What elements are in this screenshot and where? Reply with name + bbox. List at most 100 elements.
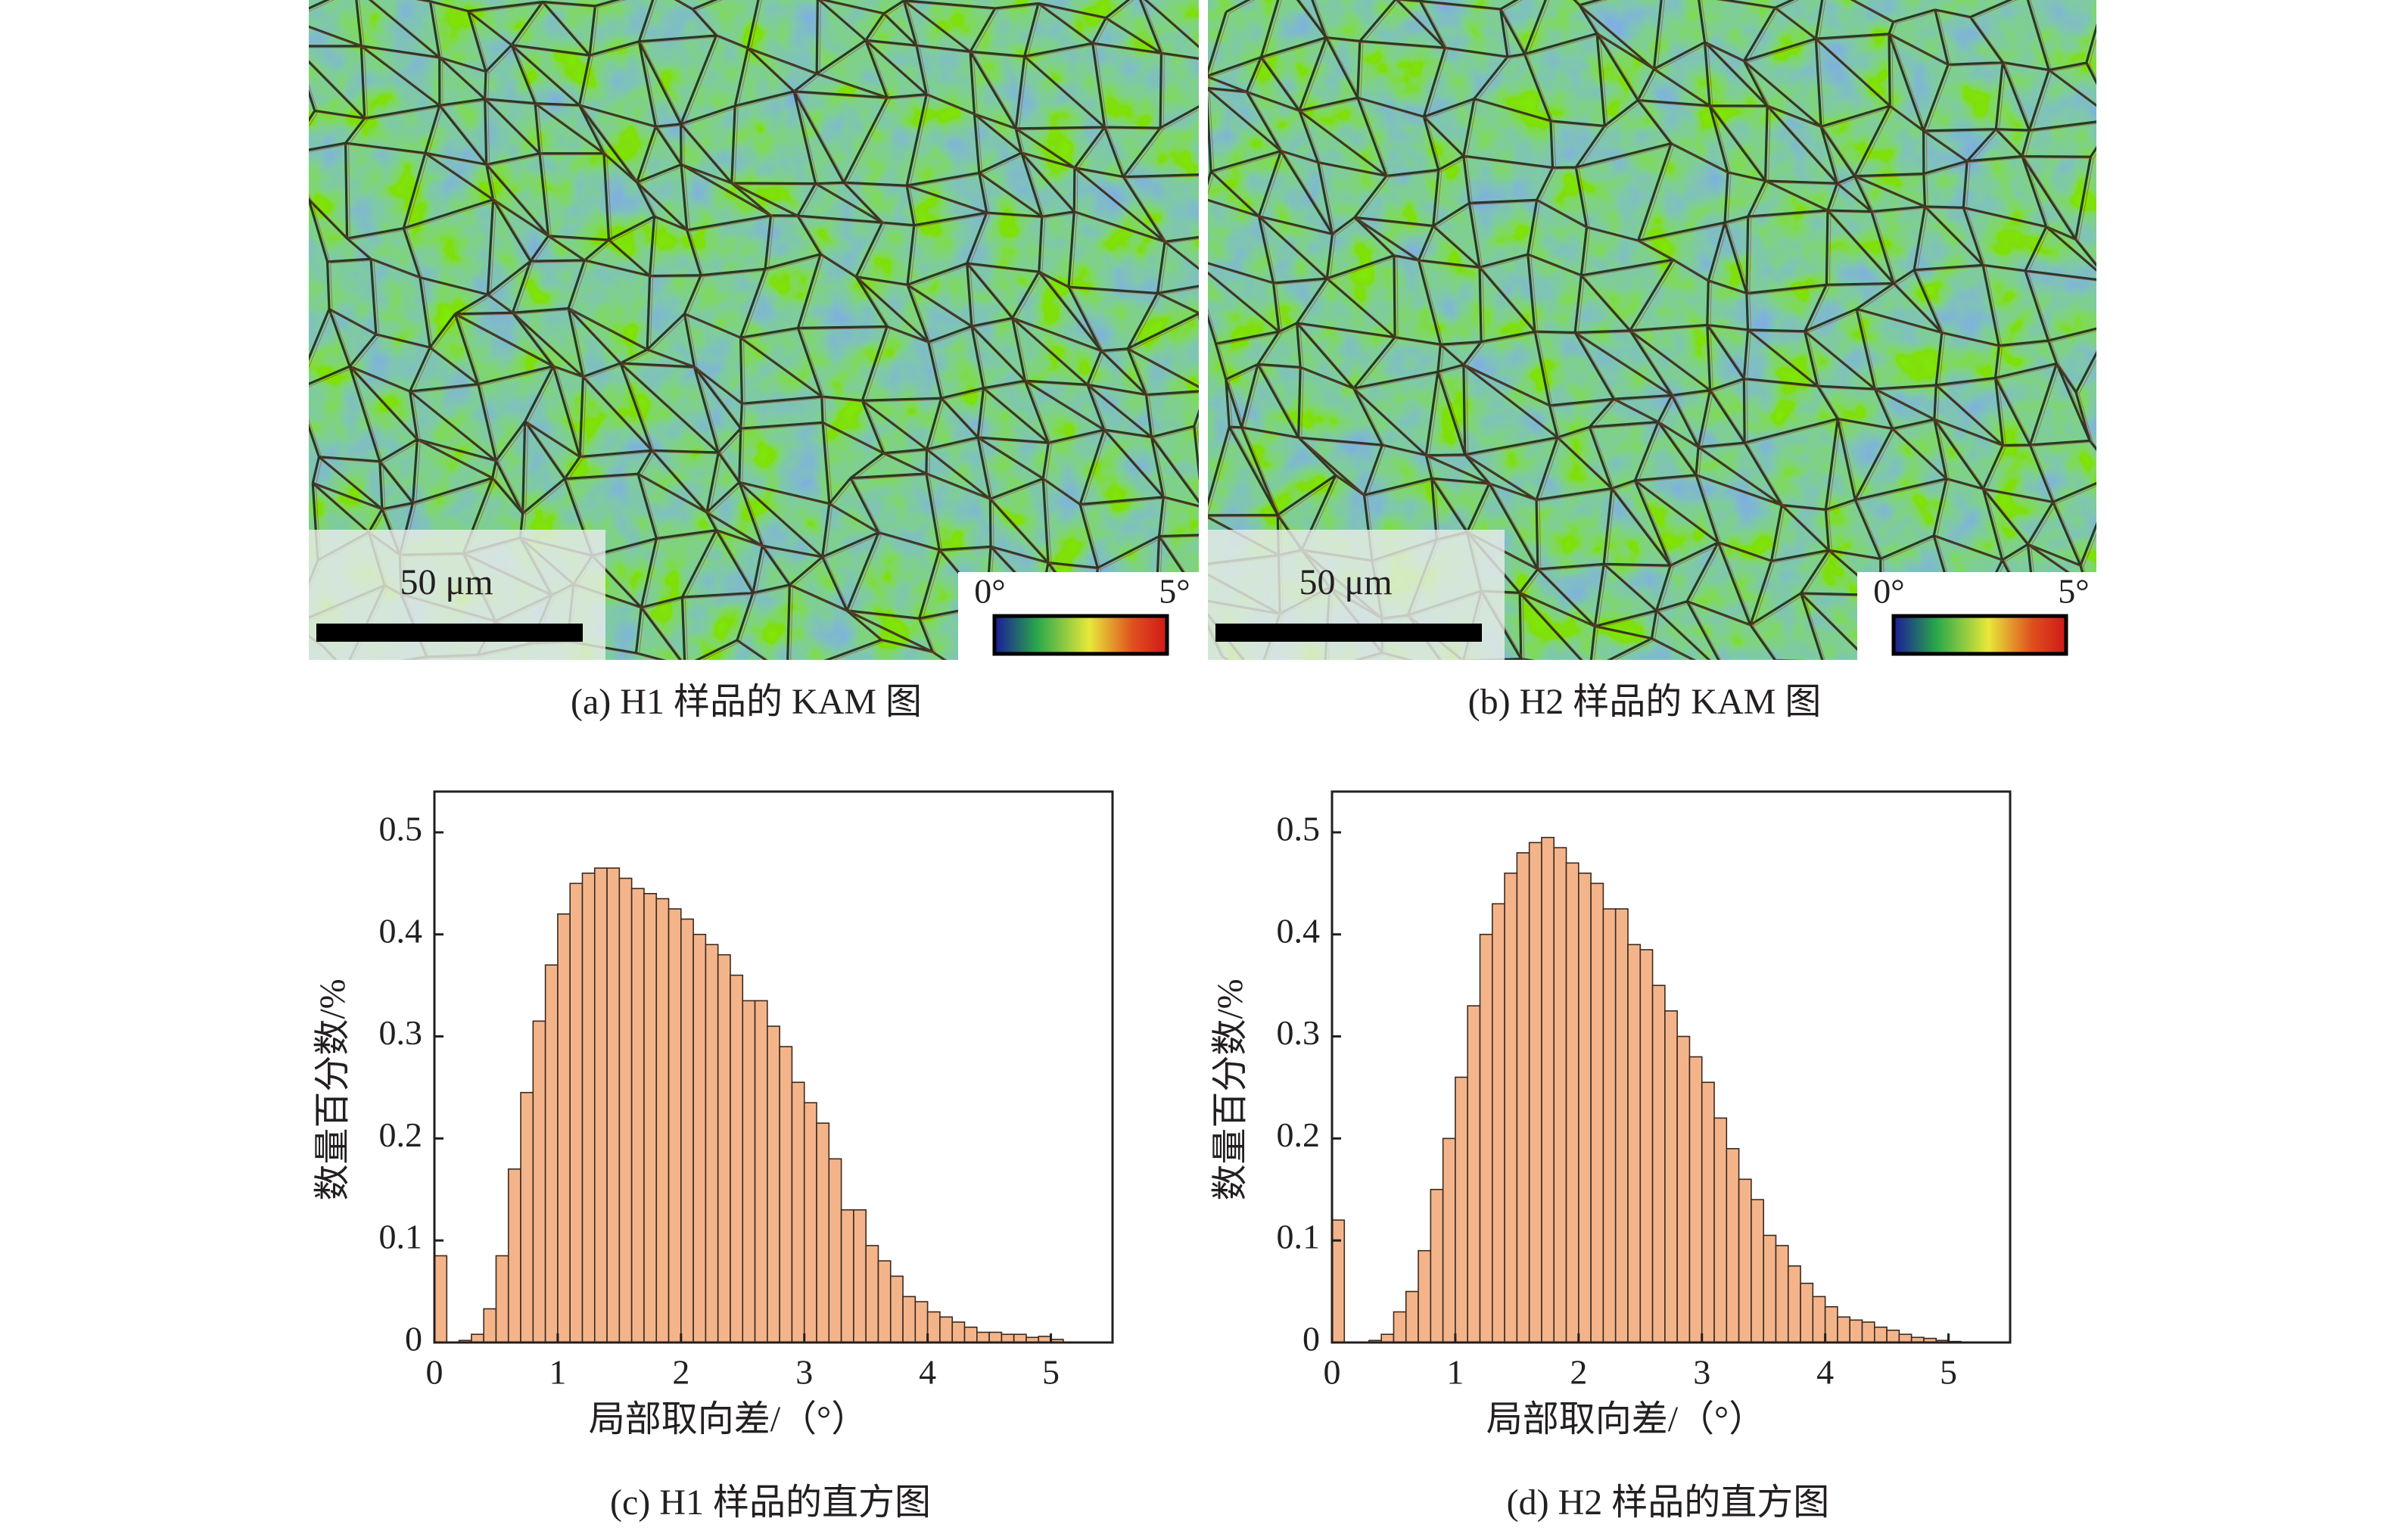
histogram-bar xyxy=(692,933,707,1343)
histogram-bar xyxy=(730,974,744,1343)
colorbar-min: 0° xyxy=(1873,572,1904,611)
y-tick-label: 0.2 xyxy=(1277,1115,1321,1154)
histogram-bar xyxy=(1491,903,1505,1343)
x-tick-label: 3 xyxy=(795,1353,813,1392)
histogram-bar xyxy=(1405,1290,1419,1343)
scale-bar-label: 50 μm xyxy=(400,562,493,602)
y-tick-label: 0 xyxy=(1302,1320,1320,1358)
x-tick-label: 0 xyxy=(426,1353,443,1392)
panel-caption: (a) H1 样品的 KAM 图 xyxy=(571,682,922,722)
x-tick-label: 1 xyxy=(549,1353,566,1392)
y-tick-label: 0.1 xyxy=(379,1218,423,1256)
histogram-bar xyxy=(1565,862,1579,1343)
histogram-bar xyxy=(1886,1330,1900,1343)
histogram-bar xyxy=(507,1168,521,1343)
histogram-chart: 0 0.1 0.2 0.3 0.4 0.5 0 1 2 3 4 5 局部取向差/（°） 数量百分数/% (d… xyxy=(1210,790,2012,1523)
histogram-bar xyxy=(902,1296,917,1343)
histogram-bar xyxy=(1393,1311,1407,1343)
y-tick-label: 0.5 xyxy=(1277,809,1321,848)
histogram-bar xyxy=(717,954,731,1343)
histogram-bar xyxy=(963,1326,978,1343)
colorbar xyxy=(1891,614,2068,656)
histogram-bar xyxy=(680,918,694,1343)
histogram-bar xyxy=(1651,985,1666,1343)
histogram-bar xyxy=(655,898,670,1343)
histogram-bar xyxy=(1380,1333,1395,1343)
scale-bar xyxy=(1215,624,1482,642)
y-tick-label: 0.3 xyxy=(379,1013,423,1052)
kam-maps: 50 μm 0° 5° 50 μm 0° 5° xyxy=(309,0,2096,660)
kam-map: 50 μm 0° 5° xyxy=(309,0,1199,660)
colorbar xyxy=(992,614,1169,656)
chart-caption: (d) H2 样品的直方图 xyxy=(1507,1482,1830,1523)
histogram-bar xyxy=(1898,1333,1912,1343)
histogram-bar xyxy=(951,1321,966,1343)
histogram-bar xyxy=(1331,1219,1346,1343)
histogram-bar xyxy=(976,1331,990,1343)
histogram-bar xyxy=(557,913,571,1343)
y-tick-label: 0 xyxy=(405,1320,422,1358)
y-tick-label: 0.1 xyxy=(1277,1218,1321,1256)
histogram-bar xyxy=(1837,1316,1851,1343)
y-axis-label: 数量百分数/% xyxy=(1210,978,1250,1200)
histogram-bar xyxy=(1528,842,1542,1343)
histogram-bar xyxy=(643,893,658,1343)
histogram-bar xyxy=(1442,1137,1456,1343)
histogram-bar xyxy=(1849,1319,1863,1343)
histogram-bar xyxy=(1013,1333,1027,1343)
histogram-bar xyxy=(606,867,621,1343)
histogram-bar xyxy=(1713,1117,1728,1343)
colorbar-max: 5° xyxy=(1159,572,1190,611)
x-tick-label: 1 xyxy=(1446,1353,1464,1392)
plot-frame xyxy=(1330,790,2012,1344)
histogram-bar xyxy=(1590,882,1604,1343)
histogram-bar xyxy=(630,888,645,1343)
histogram-bar xyxy=(1430,1188,1444,1343)
x-tick-label: 5 xyxy=(1042,1353,1060,1392)
histogram-bar xyxy=(1578,873,1592,1343)
histogram-bar xyxy=(1455,1076,1468,1343)
histogram-bar xyxy=(434,1255,448,1343)
histogram-bar xyxy=(593,867,608,1343)
histogram-bar xyxy=(1701,1081,1715,1343)
histogram-bar xyxy=(483,1308,497,1343)
histogram-bar xyxy=(803,1102,817,1343)
panel-caption: (b) H2 样品的 KAM 图 xyxy=(1468,682,1822,722)
y-tick-label: 0.4 xyxy=(379,911,423,950)
histogram-bar xyxy=(1738,1178,1752,1343)
histogram-bar xyxy=(742,1000,756,1343)
x-tick-label: 4 xyxy=(1816,1353,1834,1392)
histogram-bar xyxy=(1824,1306,1838,1343)
histogram-bar xyxy=(520,1091,534,1343)
histogram-bar xyxy=(618,877,633,1343)
histogram-bar xyxy=(1861,1321,1875,1343)
histogram-bar xyxy=(668,908,682,1343)
histogram-bar xyxy=(581,873,596,1343)
histogram-bar xyxy=(791,1081,805,1343)
y-axis-label: 数量百分数/% xyxy=(313,978,353,1200)
histogram-bar xyxy=(889,1275,904,1343)
histogram-bar xyxy=(705,944,719,1343)
histogram-bar xyxy=(532,1020,546,1343)
histogram-bar xyxy=(1553,847,1567,1343)
histogram-bar xyxy=(471,1333,484,1343)
histogram-bar xyxy=(939,1316,954,1343)
histogram-bar xyxy=(1800,1283,1814,1343)
y-tick-label: 0.3 xyxy=(1277,1013,1321,1052)
histogram-bar xyxy=(828,1158,842,1343)
histogram-bar xyxy=(495,1255,509,1343)
histogram-bar xyxy=(754,1000,768,1343)
histogram-bar xyxy=(1688,1056,1703,1343)
histogram-bar xyxy=(767,1025,780,1343)
kam-map: 50 μm 0° 5° xyxy=(1208,0,2096,660)
x-tick-label: 3 xyxy=(1693,1353,1710,1392)
scale-bar-label: 50 μm xyxy=(1299,562,1392,602)
histogram-bar xyxy=(569,882,584,1343)
histogram-bar xyxy=(1541,836,1555,1343)
chart-caption: (c) H1 样品的直方图 xyxy=(610,1482,931,1523)
x-tick-label: 2 xyxy=(672,1353,689,1392)
x-axis-label: 局部取向差/（°） xyxy=(589,1399,868,1439)
histogram-bar xyxy=(877,1260,892,1343)
